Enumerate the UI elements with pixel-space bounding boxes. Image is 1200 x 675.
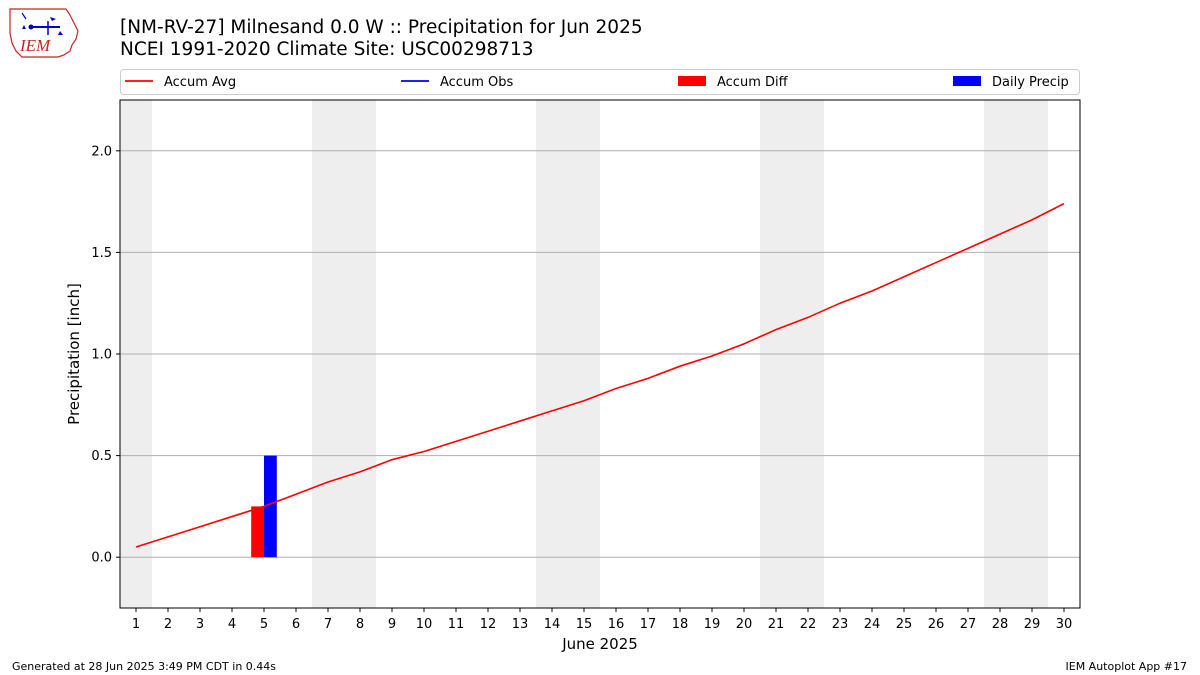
legend-swatch-accum-diff — [678, 76, 706, 86]
accum-diff-bar-5 — [251, 506, 264, 558]
chart-title: [NM-RV-27] Milnesand 0.0 W :: Precipitat… — [120, 17, 643, 38]
chart-subtitle: NCEI 1991-2020 Climate Site: USC00298713 — [120, 39, 534, 60]
legend-box — [120, 69, 1080, 95]
x-tick-label-30: 30 — [1056, 617, 1073, 632]
x-tick-label-29: 29 — [1024, 617, 1041, 632]
x-tick-label-28: 28 — [992, 617, 1009, 632]
x-tick-label-23: 23 — [832, 617, 849, 632]
y-tick-label-1: 0.5 — [91, 449, 112, 464]
legend-label-accum-obs: Accum Obs — [440, 75, 513, 90]
x-tick-label-15: 15 — [576, 617, 593, 632]
x-tick-label-3: 3 — [196, 617, 204, 632]
x-tick-label-1: 1 — [132, 617, 140, 632]
x-tick-label-18: 18 — [672, 617, 689, 632]
generated-timestamp: Generated at 28 Jun 2025 3:49 PM CDT in … — [12, 660, 277, 673]
y-tick-label-3: 1.5 — [91, 246, 112, 261]
x-tick-label-16: 16 — [608, 617, 625, 632]
x-tick-label-25: 25 — [896, 617, 913, 632]
x-tick-label-12: 12 — [480, 617, 497, 632]
weather-station-icon — [21, 12, 63, 35]
x-axis-ticks: 1 2 3 4 5 6 7 8 9 10 11 12 13 14 15 16 17 18 19 20 21 22 23 24 2… — [132, 608, 1072, 632]
accum-avg-line — [135, 202, 1065, 548]
x-tick-label-20: 20 — [736, 617, 753, 632]
iem-logo: IEM — [9, 8, 79, 58]
line-series — [135, 202, 1065, 548]
legend-swatch-daily-precip — [953, 76, 981, 86]
bar-series — [251, 455, 277, 558]
y-tick-label-0: 0.0 — [91, 551, 112, 566]
logo-text: IEM — [19, 36, 51, 55]
y-tick-label-2: 1.0 — [91, 348, 112, 363]
y-axis-label: Precipitation [inch] — [65, 283, 83, 425]
x-tick-label-7: 7 — [324, 617, 332, 632]
x-tick-label-26: 26 — [928, 617, 945, 632]
daily-precip-bar-5 — [264, 455, 277, 558]
y-tick-label-4: 2.0 — [91, 144, 112, 159]
x-tick-label-19: 19 — [704, 617, 721, 632]
x-tick-label-24: 24 — [864, 617, 881, 632]
x-tick-label-17: 17 — [640, 617, 657, 632]
x-tick-label-5: 5 — [260, 617, 268, 632]
x-tick-label-27: 27 — [960, 617, 977, 632]
x-tick-label-22: 22 — [800, 617, 817, 632]
y-axis-ticks: 0.0 0.5 1.0 1.5 2.0 — [91, 144, 120, 566]
y-gridlines — [120, 150, 1080, 558]
x-tick-label-14: 14 — [544, 617, 561, 632]
x-axis-label: June 2025 — [561, 635, 638, 653]
app-credit: IEM Autoplot App #17 — [1065, 660, 1188, 673]
x-tick-label-8: 8 — [356, 617, 364, 632]
legend-label-daily-precip: Daily Precip — [992, 75, 1069, 90]
x-tick-label-9: 9 — [388, 617, 396, 632]
x-tick-label-21: 21 — [768, 617, 785, 632]
legend-label-accum-diff: Accum Diff — [717, 75, 789, 90]
x-tick-label-2: 2 — [164, 617, 172, 632]
x-tick-label-4: 4 — [228, 617, 236, 632]
x-tick-label-10: 10 — [416, 617, 433, 632]
legend-label-accum-avg: Accum Avg — [164, 75, 236, 90]
x-tick-label-6: 6 — [292, 617, 300, 632]
x-tick-label-13: 13 — [512, 617, 529, 632]
legend: Accum Avg Accum Obs Accum Diff Daily Precip — [120, 69, 1080, 95]
x-tick-label-11: 11 — [448, 617, 465, 632]
